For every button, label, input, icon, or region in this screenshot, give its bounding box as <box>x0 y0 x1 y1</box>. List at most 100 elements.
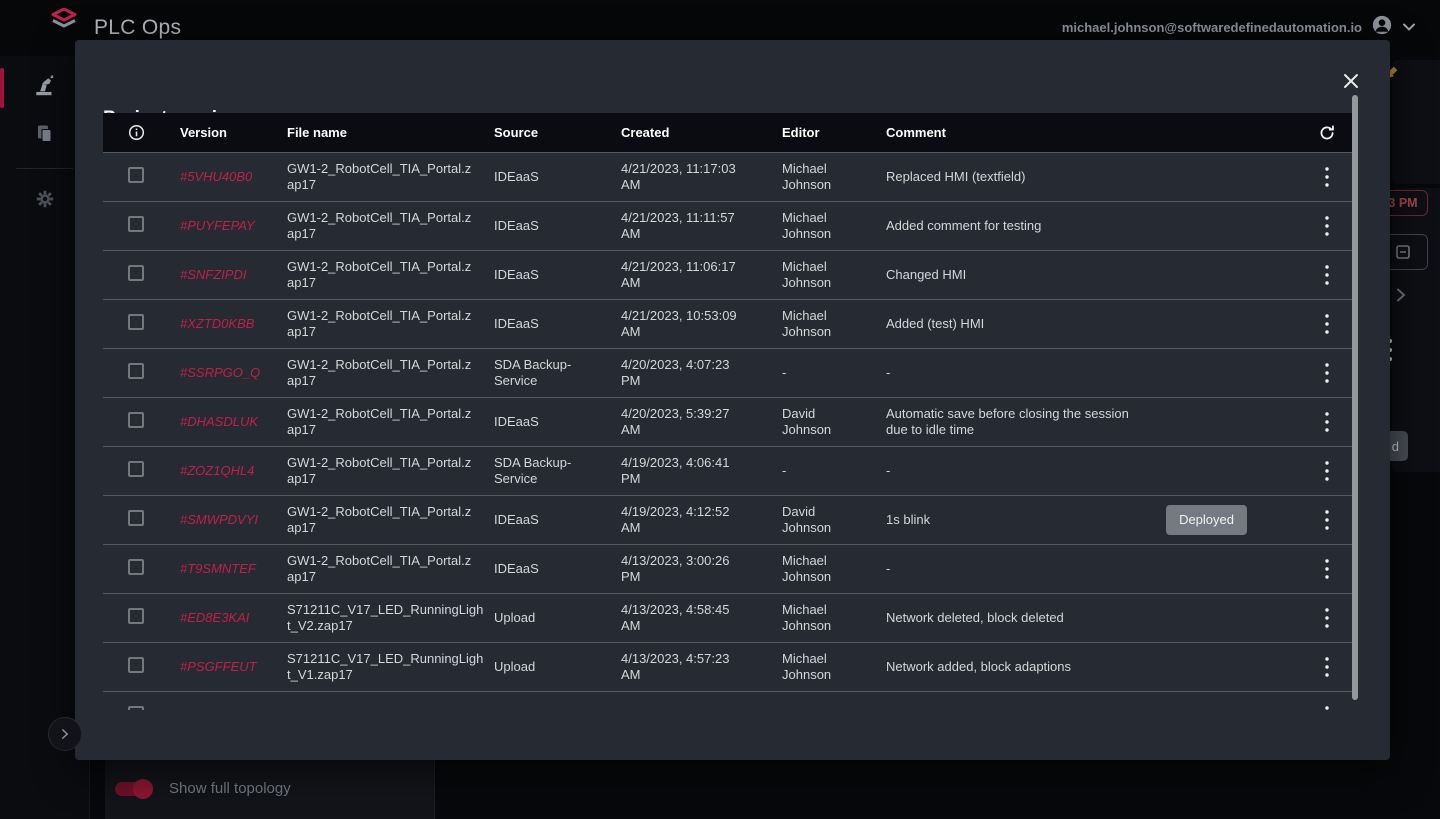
close-icon[interactable] <box>1340 70 1362 92</box>
bottom-panel: Show full topology <box>105 760 435 819</box>
info-icon[interactable] <box>103 124 180 141</box>
source-cell: Upload <box>494 610 536 625</box>
source-cell: SDA Backup- Service <box>494 357 572 388</box>
source-cell: IDEaaS <box>494 512 539 527</box>
version-link[interactable]: #PUYFEPAY <box>180 218 255 233</box>
table-row: #PUYFEPAY GW1-2_RobotCell_TIA_Portal.z a… <box>103 201 1355 250</box>
row-actions-kebab-icon[interactable] <box>1299 362 1355 384</box>
row-actions-kebab-icon[interactable] <box>1299 166 1355 188</box>
version-link[interactable]: #SMWPDVYI <box>180 512 259 527</box>
row-actions-kebab-icon[interactable] <box>1299 607 1355 629</box>
version-link[interactable]: #DHASDLUK <box>180 414 259 429</box>
row-actions-kebab-icon[interactable] <box>1299 264 1355 286</box>
file-name-cell: GW1-2_RobotCell_TIA_Portal.z ap17 <box>287 553 472 584</box>
version-link[interactable]: #T9SMNTEF <box>180 561 256 576</box>
row-checkbox[interactable] <box>128 510 144 526</box>
brand: PLC Ops <box>48 7 181 43</box>
row-actions-kebab-icon[interactable] <box>1299 656 1355 678</box>
created-cell: 4/21/2023, 11:06:17 AM <box>621 259 736 290</box>
comment-cell: Changed HMI <box>886 267 1299 283</box>
table-row: #5VHU40B0 GW1-2_RobotCell_TIA_Portal.z a… <box>103 152 1355 201</box>
source-cell: IDEaaS <box>494 414 539 429</box>
comment-cell: Network added, block adaptions <box>886 659 1299 675</box>
comment-text: Changed HMI <box>886 267 967 282</box>
row-actions-kebab-icon[interactable] <box>1299 558 1355 580</box>
chevron-right-icon[interactable] <box>1394 287 1408 308</box>
row-actions-kebab-icon[interactable] <box>1299 215 1355 237</box>
source-cell: Upload <box>494 659 536 674</box>
version-link[interactable]: #SNFZIPDI <box>180 267 247 282</box>
sidebar-item-robot[interactable] <box>0 64 89 112</box>
created-cell: 4/21/2023, 11:11:57 AM <box>621 210 735 241</box>
table-row: #DHASDLUK GW1-2_RobotCell_TIA_Portal.z a… <box>103 397 1355 446</box>
comment-cell: Added comment for testing <box>886 218 1299 234</box>
comment-cell: - <box>886 708 1299 710</box>
row-checkbox[interactable] <box>128 363 144 379</box>
documents-icon <box>33 122 57 151</box>
comment-text: Added (test) HMI <box>886 316 985 331</box>
comment-cell: - <box>886 463 1299 479</box>
versions-table: Version File name Source Created Editor … <box>103 113 1355 710</box>
row-checkbox[interactable] <box>128 314 144 330</box>
chevron-down-icon[interactable] <box>1402 19 1416 37</box>
gear-icon <box>34 188 56 215</box>
robot-arm-icon <box>32 73 58 104</box>
row-checkbox[interactable] <box>128 559 144 575</box>
editor-cell: - <box>782 365 787 380</box>
source-cell: IDEaaS <box>494 561 539 576</box>
version-link[interactable]: #SSRPGO_Q <box>180 365 261 380</box>
file-name-cell: GW1-2_RobotCell_TIA_Portal.z ap17 <box>287 161 472 192</box>
comment-text: - <box>886 561 891 576</box>
sidebar-expand-button[interactable] <box>48 717 82 751</box>
row-checkbox[interactable] <box>128 706 144 710</box>
comment-text: Replaced HMI (textfield) <box>886 169 1026 184</box>
account-menu[interactable]: michael.johnson@softwaredefinedautomatio… <box>1062 14 1416 41</box>
row-actions-kebab-icon[interactable] <box>1299 460 1355 482</box>
row-checkbox[interactable] <box>128 216 144 232</box>
version-link[interactable]: #ZOZ1QHL4 <box>180 463 255 478</box>
row-actions-kebab-icon[interactable] <box>1299 411 1355 433</box>
column-header-created: Created <box>621 125 670 140</box>
row-actions-kebab-icon[interactable] <box>1299 313 1355 335</box>
comment-cell: Added (test) HMI <box>886 316 1299 332</box>
file-name-cell: GW1-2_RobotCell_TIA_Portal.z ap17 <box>287 455 472 486</box>
show-full-topology-toggle[interactable] <box>115 778 153 799</box>
comment-text: 1s blink <box>886 512 931 527</box>
version-link[interactable]: #XZTD0KBB <box>180 316 255 331</box>
row-actions-kebab-icon[interactable] <box>1299 509 1355 531</box>
created-cell: 4/21/2023, 11:17:03 AM <box>621 161 736 192</box>
row-checkbox[interactable] <box>128 412 144 428</box>
editor-cell: Michael Johnson <box>782 651 832 682</box>
file-name-cell: GW1-2_RobotCell_TIA_Portal.z ap17 <box>287 210 472 241</box>
editor-cell: Michael Johnson <box>782 259 832 290</box>
row-actions-kebab-icon[interactable] <box>1299 705 1355 710</box>
created-cell: 4/13/2023, 3:00:26 PM <box>621 553 730 584</box>
row-checkbox[interactable] <box>128 608 144 624</box>
column-header-editor: Editor <box>782 125 820 140</box>
version-link[interactable]: #ED8E3KAI <box>180 610 250 625</box>
version-link[interactable]: #0KOC3AHA <box>180 708 287 710</box>
file-name-cell: GW1-2_RobotCell_TIA_Portal.z ap17 <box>287 406 472 437</box>
sidebar-item-settings[interactable] <box>0 177 89 225</box>
version-link[interactable]: #5VHU40B0 <box>180 169 253 184</box>
row-checkbox[interactable] <box>128 461 144 477</box>
created-cell: 4/20/2023, 4:07:23 PM <box>621 357 730 388</box>
row-checkbox[interactable] <box>128 167 144 183</box>
modal-scrollbar[interactable] <box>1352 95 1358 700</box>
avatar-icon[interactable] <box>1371 14 1393 41</box>
table-row: #SNFZIPDI GW1-2_RobotCell_TIA_Portal.z a… <box>103 250 1355 299</box>
editor-cell: Michael Johnson <box>782 210 832 241</box>
background-card <box>1392 188 1440 472</box>
table-row: #PSGFFEUT S71211C_V17_LED_RunningLigh t_… <box>103 642 1355 691</box>
comment-text: Network added, block adaptions <box>886 659 1072 674</box>
sidebar-item-projects[interactable] <box>0 112 89 160</box>
table-row: #SMWPDVYI GW1-2_RobotCell_TIA_Portal.z a… <box>103 495 1355 544</box>
comment-cell: - <box>886 561 1299 577</box>
comment-text: Added comment for testing <box>886 218 1042 233</box>
row-checkbox[interactable] <box>128 265 144 281</box>
background-card <box>1392 60 1440 184</box>
column-header-version: Version <box>180 125 227 140</box>
row-checkbox[interactable] <box>128 657 144 673</box>
refresh-icon[interactable] <box>1299 124 1355 142</box>
version-link[interactable]: #PSGFFEUT <box>180 659 257 674</box>
